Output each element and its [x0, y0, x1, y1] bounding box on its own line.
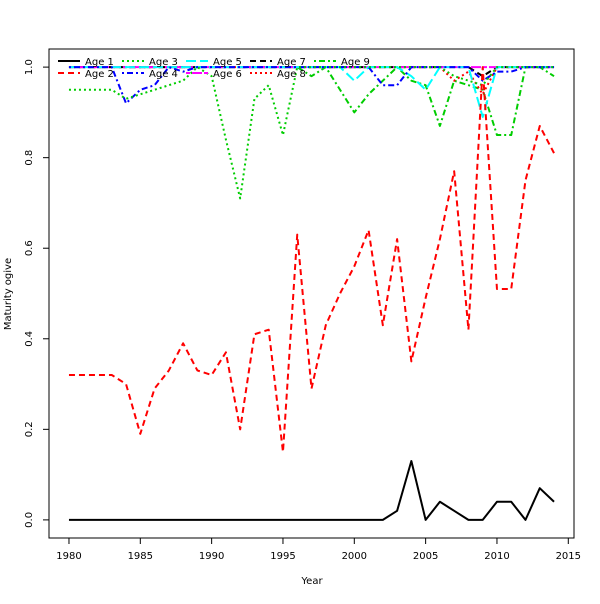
y-axis-label: Maturity ogive [3, 258, 14, 330]
series-line-age-1 [68, 460, 555, 521]
legend-label: Age 9 [341, 57, 370, 68]
y-axis: 0.0 0.2 0.4 0.6 0.8 1.0 [24, 59, 49, 528]
x-tick-label: 2005 [413, 551, 438, 562]
series-line-age-7 [68, 66, 555, 78]
series-layer [68, 66, 555, 521]
y-tick-label: 1.0 [24, 59, 35, 75]
legend-label: Age 5 [213, 57, 242, 68]
y-tick-label: 0.6 [24, 240, 35, 256]
x-tick-label: 1985 [128, 551, 153, 562]
plot-frame [48, 48, 575, 539]
legend-item-age-2: Age 2 [58, 69, 114, 80]
legend-item-age-7: Age 7 [250, 57, 306, 68]
legend-item-age-6: Age 6 [186, 69, 242, 80]
legend-item-age-9: Age 9 [314, 57, 370, 68]
legend-label: Age 6 [213, 69, 242, 80]
x-tick-label: 1980 [56, 551, 81, 562]
series-line-age-5 [68, 66, 555, 118]
legend-label: Age 2 [85, 69, 114, 80]
legend-label: Age 8 [277, 69, 306, 80]
legend-label: Age 4 [149, 69, 178, 80]
x-tick-label: 2015 [556, 551, 581, 562]
legend-item-age-1: Age 1 [58, 57, 114, 68]
x-axis: 1980 1985 1990 1995 2000 2005 2010 2015 [56, 538, 581, 562]
x-axis-label: Year [300, 576, 323, 587]
series-line-age-2 [68, 66, 555, 453]
y-tick-label: 0.8 [24, 150, 35, 166]
legend-label: Age 3 [149, 57, 178, 68]
legend-item-age-5: Age 5 [186, 57, 242, 68]
x-tick-label: 1995 [270, 551, 295, 562]
y-tick-label: 0.0 [24, 512, 35, 528]
legend-label: Age 7 [277, 57, 306, 68]
x-tick-label: 2000 [342, 551, 367, 562]
x-tick-label: 2010 [484, 551, 509, 562]
y-tick-label: 0.4 [24, 331, 35, 347]
legend-label: Age 1 [85, 57, 114, 68]
x-tick-label: 1990 [199, 551, 224, 562]
legend-item-age-3: Age 3 [122, 57, 178, 68]
y-tick-label: 0.2 [24, 421, 35, 437]
legend-item-age-4: Age 4 [122, 69, 178, 80]
legend-item-age-8: Age 8 [250, 69, 306, 80]
